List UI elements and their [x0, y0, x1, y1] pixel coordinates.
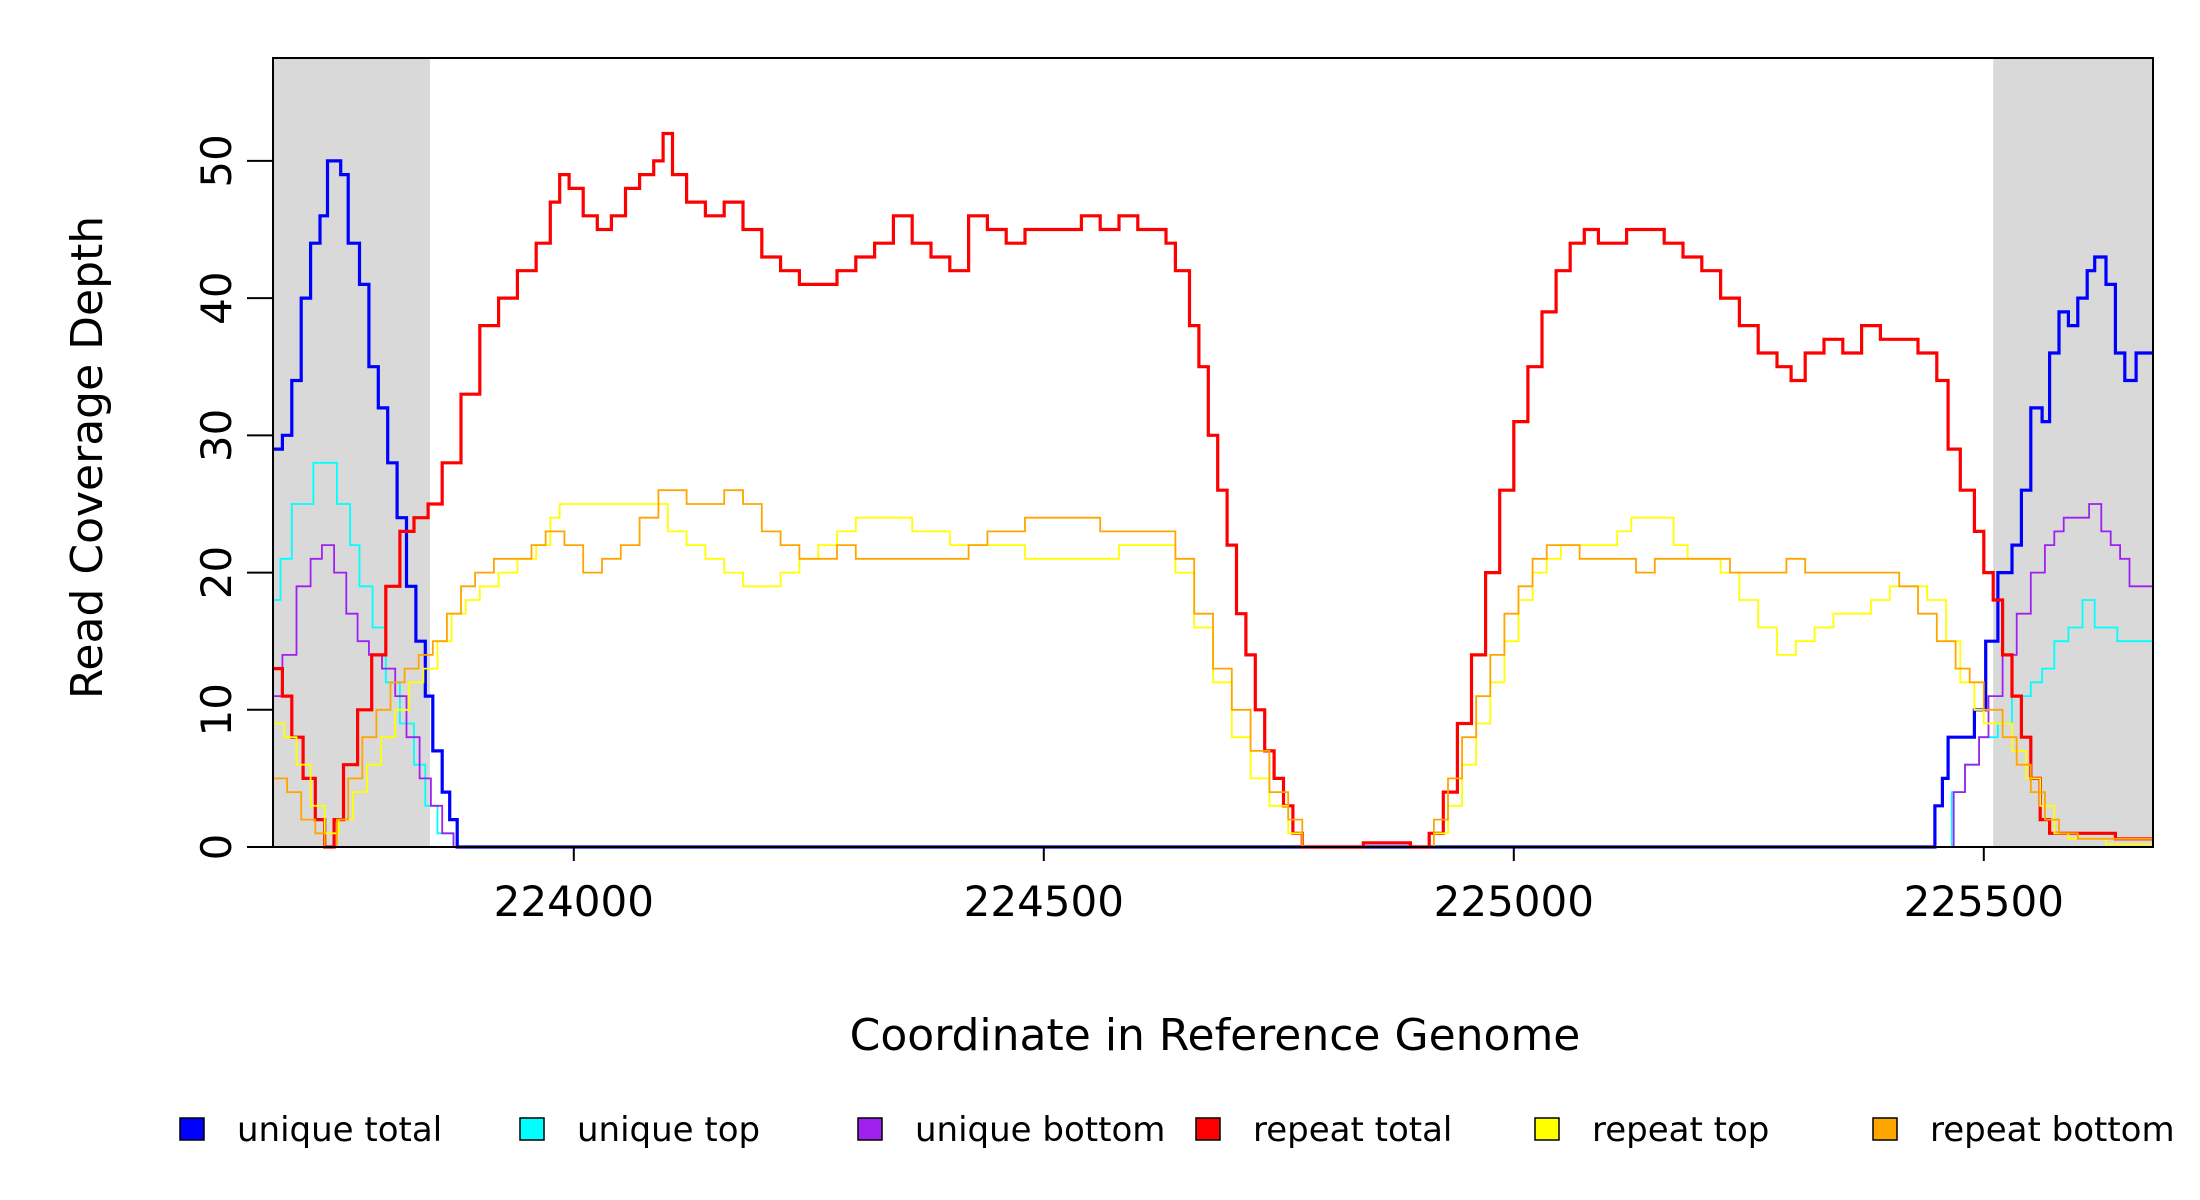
x-axis-title: Coordinate in Reference Genome [850, 1010, 1581, 1061]
legend-swatch [1872, 1117, 1898, 1141]
legend-swatch [1534, 1117, 1560, 1141]
x-tick-label: 225000 [1434, 877, 1594, 926]
legend-label: repeat top [1592, 1110, 1769, 1150]
legend: unique total unique top unique bottom repea… [179, 1110, 2175, 1150]
shaded-region-1 [1993, 58, 2153, 847]
y-tick-label: 0 [192, 834, 241, 861]
x-tick-label: 224500 [964, 877, 1124, 926]
y-axis: 0 10 20 30 40 50 [192, 134, 273, 860]
x-tick-label: 225500 [1904, 877, 2064, 926]
shaded-region-0 [273, 58, 430, 847]
series-line-repeat-total [273, 131, 2153, 849]
plot-frame [272, 57, 2154, 848]
series-line-repeat-bottom [273, 489, 2153, 848]
x-axis: 224000 224500 225000 225500 [494, 847, 2064, 926]
legend-swatch [857, 1117, 883, 1141]
legend-label: unique bottom [915, 1110, 1165, 1150]
series-lines [273, 131, 2153, 849]
y-tick-label: 10 [192, 683, 241, 736]
y-tick-label: 50 [192, 134, 241, 187]
legend-label: unique top [577, 1110, 760, 1150]
y-tick-label: 30 [192, 409, 241, 462]
legend-label: repeat total [1253, 1110, 1452, 1150]
legend-label: unique total [237, 1110, 442, 1150]
legend-swatch [179, 1117, 205, 1141]
y-axis-title: Read Coverage Depth [62, 216, 113, 699]
legend-label: repeat bottom [1930, 1110, 2175, 1150]
y-tick-label: 40 [192, 271, 241, 324]
legend-swatch [1195, 1117, 1221, 1141]
x-tick-label: 224000 [494, 877, 654, 926]
legend-swatch [519, 1117, 545, 1141]
y-tick-label: 20 [192, 546, 241, 599]
series-line-unique-total [273, 159, 2153, 849]
series-line-repeat-top [273, 503, 2153, 848]
shaded-regions [273, 58, 2153, 847]
